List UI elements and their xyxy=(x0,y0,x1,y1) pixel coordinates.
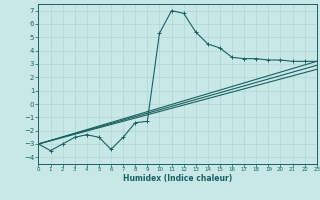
X-axis label: Humidex (Indice chaleur): Humidex (Indice chaleur) xyxy=(123,174,232,183)
